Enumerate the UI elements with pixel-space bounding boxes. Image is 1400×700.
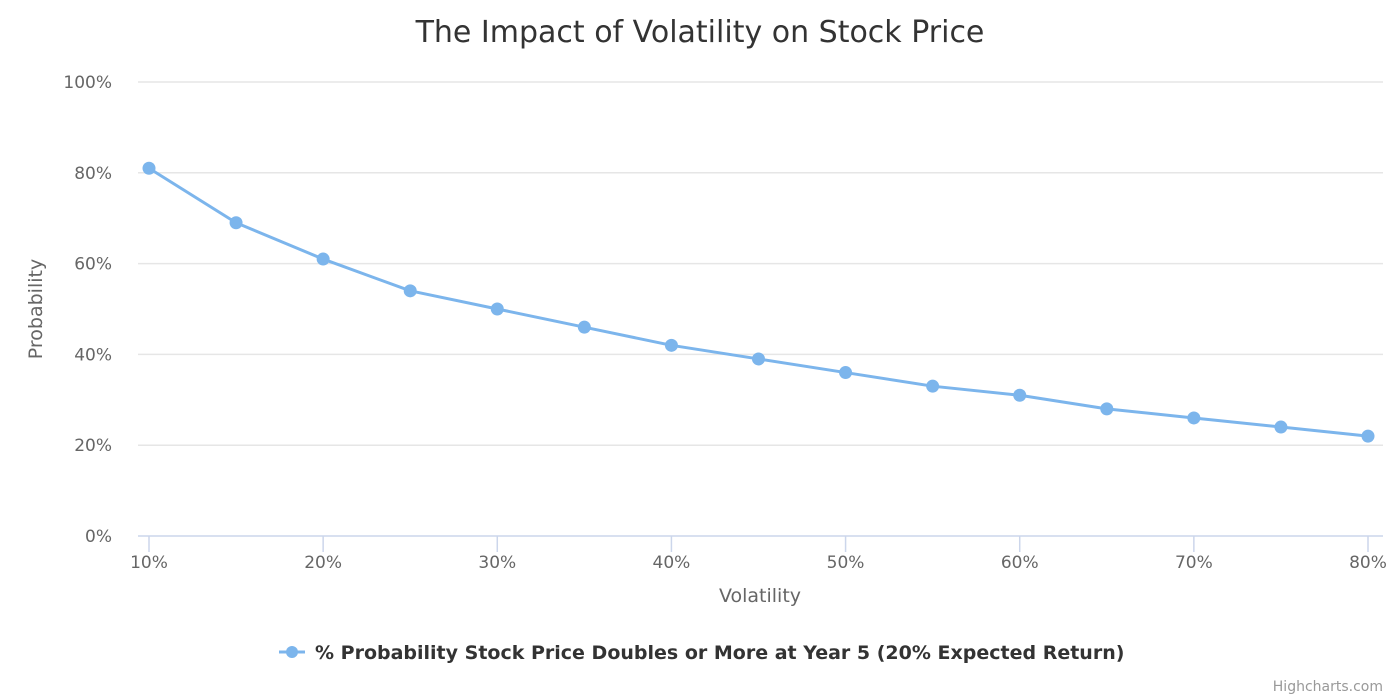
legend[interactable]: % Probability Stock Price Doubles or Mor…: [279, 642, 1124, 664]
data-point-marker: [229, 216, 243, 230]
data-point-marker: [1013, 388, 1027, 402]
y-tick-label: 60%: [74, 255, 112, 275]
x-axis: 10% 20% 30% 40% 50% 60% 70% 80%: [130, 535, 1387, 573]
x-tick-label: 50%: [827, 553, 865, 573]
credits-link[interactable]: Highcharts.com: [1273, 679, 1383, 695]
x-tick-label: 30%: [478, 553, 516, 573]
y-tick-label: 40%: [74, 345, 112, 365]
data-point-marker: [577, 320, 591, 334]
data-point-marker: [490, 302, 504, 316]
data-point-marker: [839, 366, 853, 380]
grid-lines: [138, 81, 1383, 446]
x-axis-title: Volatility: [719, 585, 801, 607]
x-tick-label: 60%: [1001, 553, 1039, 573]
data-point-marker: [1187, 411, 1201, 425]
x-tick-label: 80%: [1349, 553, 1387, 573]
data-point-marker: [1361, 429, 1375, 443]
x-tick-label: 20%: [304, 553, 342, 573]
data-point-marker: [1274, 420, 1288, 434]
legend-item-label[interactable]: % Probability Stock Price Doubles or Mor…: [315, 642, 1124, 664]
y-tick-label: 80%: [74, 164, 112, 184]
x-tick-label: 10%: [130, 553, 168, 573]
x-tick-label: 40%: [653, 553, 691, 573]
x-tick-label: 70%: [1175, 553, 1213, 573]
y-tick-label: 0%: [85, 527, 112, 547]
y-tick-label: 20%: [74, 436, 112, 456]
series-group: [142, 161, 1375, 443]
y-axis-ticks: 0% 20% 40% 60% 80% 100%: [63, 73, 112, 547]
y-axis-title: Probability: [25, 259, 47, 359]
y-tick-label: 100%: [63, 73, 112, 93]
chart-title: The Impact of Volatility on Stock Price: [415, 15, 985, 50]
data-point-marker: [1100, 402, 1114, 416]
data-point-marker: [752, 352, 765, 366]
data-point-marker: [142, 161, 156, 175]
data-point-marker: [403, 284, 417, 298]
data-point-marker: [926, 379, 940, 393]
legend-marker-icon: [286, 646, 298, 658]
data-point-marker: [664, 338, 678, 352]
series-line: [148, 166, 1369, 438]
data-point-marker: [316, 252, 330, 266]
